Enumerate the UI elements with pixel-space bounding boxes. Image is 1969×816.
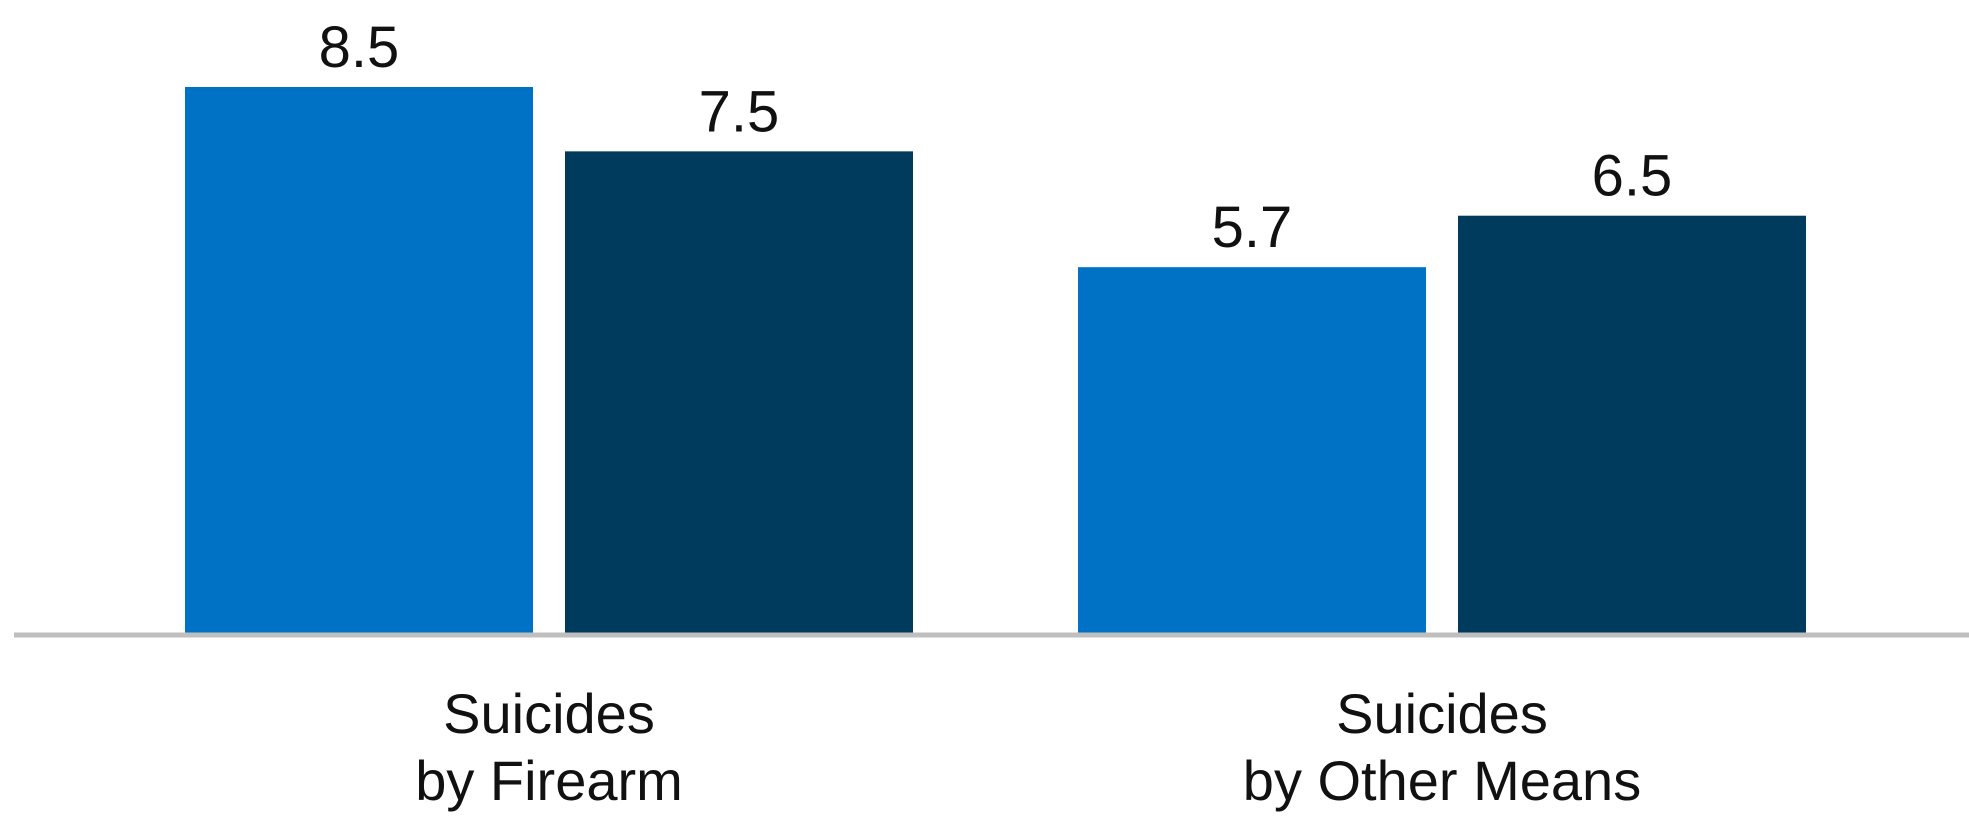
value-label-2-2: 6.5 (1592, 144, 1673, 209)
value-label-1-1: 8.5 (319, 15, 400, 80)
category-label-2-line-2: by Other Means (1243, 749, 1641, 812)
bar-2-2 (1458, 215, 1806, 635)
bar-1-1 (185, 87, 533, 634)
value-labels-group: 8.5 7.5 5.7 6.5 (319, 15, 1673, 260)
bar-1-2 (565, 151, 913, 634)
category-label-2-line-1: Suicides (1336, 682, 1548, 745)
bar-2-1 (1078, 267, 1426, 634)
category-label-1-line-2: by Firearm (415, 749, 683, 812)
value-label-2-1: 5.7 (1212, 195, 1293, 260)
value-label-1-2: 7.5 (699, 79, 780, 144)
bars-group (185, 87, 1806, 635)
category-label-1-line-1: Suicides (443, 682, 655, 745)
